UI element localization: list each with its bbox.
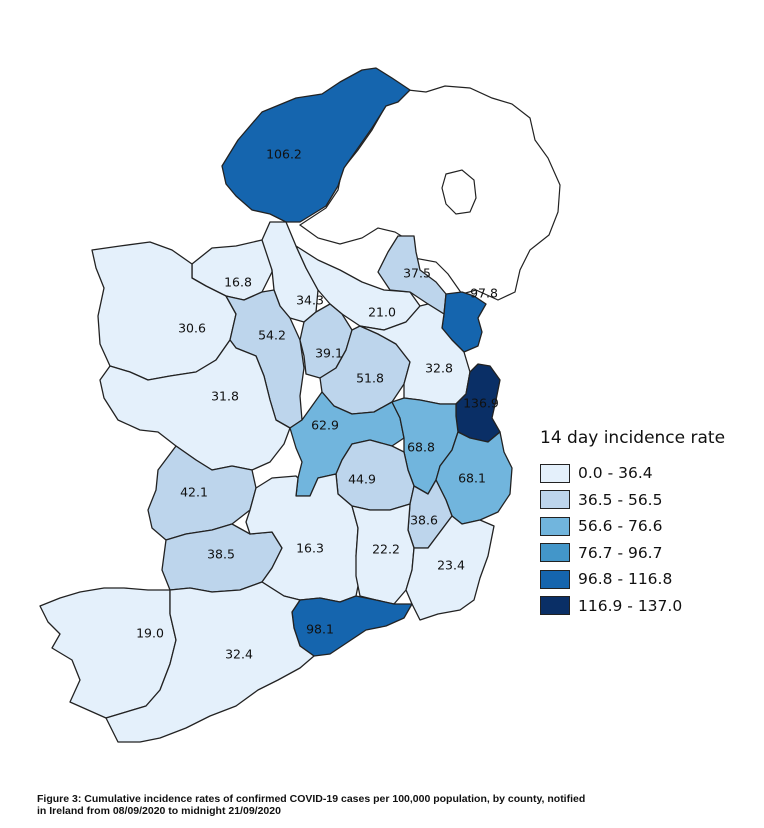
legend-swatch: [540, 490, 570, 510]
label-donegal: 106.2: [266, 147, 302, 162]
label-wicklow: 68.1: [458, 471, 486, 486]
county-clare: [147, 445, 257, 541]
label-roscommon: 54.2: [258, 328, 286, 343]
legend-title: 14 day incidence rate: [540, 428, 726, 448]
label-carlow: 38.6: [410, 513, 438, 528]
label-laois: 44.9: [348, 472, 376, 487]
legend-label: 0.0 - 36.4: [578, 464, 653, 483]
legend-item: 36.5 - 56.5: [540, 487, 725, 514]
county-cork: [105, 581, 315, 743]
legend-item: 96.8 - 116.8: [540, 566, 725, 593]
county-labels: 106.2 16.8 34.3 21.0 37.5 97.8 30.6 54.2…: [136, 147, 499, 662]
label-longford: 39.1: [315, 346, 343, 361]
county-monaghan: [377, 235, 447, 315]
label-mayo: 30.6: [178, 321, 206, 336]
legend-item: 0.0 - 36.4: [540, 460, 725, 487]
label-leitrim: 34.3: [296, 293, 324, 308]
label-westmeath: 51.8: [356, 371, 384, 386]
legend-label: 116.9 - 137.0: [578, 596, 683, 615]
legend-swatch: [540, 463, 570, 483]
legend-label: 56.6 - 76.6: [578, 517, 663, 536]
label-waterford: 98.1: [306, 622, 334, 637]
legend-item: 56.6 - 76.6: [540, 513, 725, 540]
label-tipperary: 16.3: [296, 541, 324, 556]
label-monaghan: 37.5: [403, 266, 431, 281]
legend-item: 76.7 - 96.7: [540, 540, 725, 567]
label-meath: 32.8: [425, 361, 453, 376]
ireland-county-map: 106.2 16.8 34.3 21.0 37.5 97.8 30.6 54.2…: [39, 67, 561, 743]
label-louth: 97.8: [470, 286, 498, 301]
label-sligo: 16.8: [224, 275, 252, 290]
label-galway: 31.8: [211, 389, 239, 404]
label-kerry: 19.0: [136, 626, 164, 641]
legend-swatch: [540, 516, 570, 536]
label-dublin: 136.9: [463, 396, 499, 411]
map-legend: 14 day incidence rate 0.0 - 36.4 36.5 - …: [540, 428, 725, 619]
legend-label: 96.8 - 116.8: [578, 570, 673, 589]
legend-label: 36.5 - 56.5: [578, 490, 663, 509]
caption-line-1: Figure 3: Cumulative incidence rates of …: [37, 793, 586, 805]
northern-ireland-outline: [298, 85, 561, 301]
label-limerick: 38.5: [207, 547, 235, 562]
label-wexford: 23.4: [437, 558, 465, 573]
legend-label: 76.7 - 96.7: [578, 543, 663, 562]
county-wicklow: [435, 431, 513, 525]
county-galway: [99, 339, 291, 471]
county-wexford: [405, 515, 495, 621]
lough-neagh-outline: [441, 169, 477, 215]
label-offaly: 62.9: [311, 418, 339, 433]
label-kildare: 68.8: [407, 440, 435, 455]
county-donegal: [221, 67, 411, 223]
legend-item: 116.9 - 137.0: [540, 593, 725, 620]
figure-caption: Figure 3: Cumulative incidence rates of …: [37, 793, 677, 817]
label-kilkenny: 22.2: [372, 542, 400, 557]
legend-swatch: [540, 596, 570, 616]
label-cork: 32.4: [225, 647, 253, 662]
label-cavan: 21.0: [368, 305, 396, 320]
caption-line-2: in Ireland from 08/09/2020 to midnight 2…: [37, 805, 281, 817]
legend-swatch: [540, 569, 570, 589]
label-clare: 42.1: [180, 485, 208, 500]
legend-swatch: [540, 543, 570, 563]
